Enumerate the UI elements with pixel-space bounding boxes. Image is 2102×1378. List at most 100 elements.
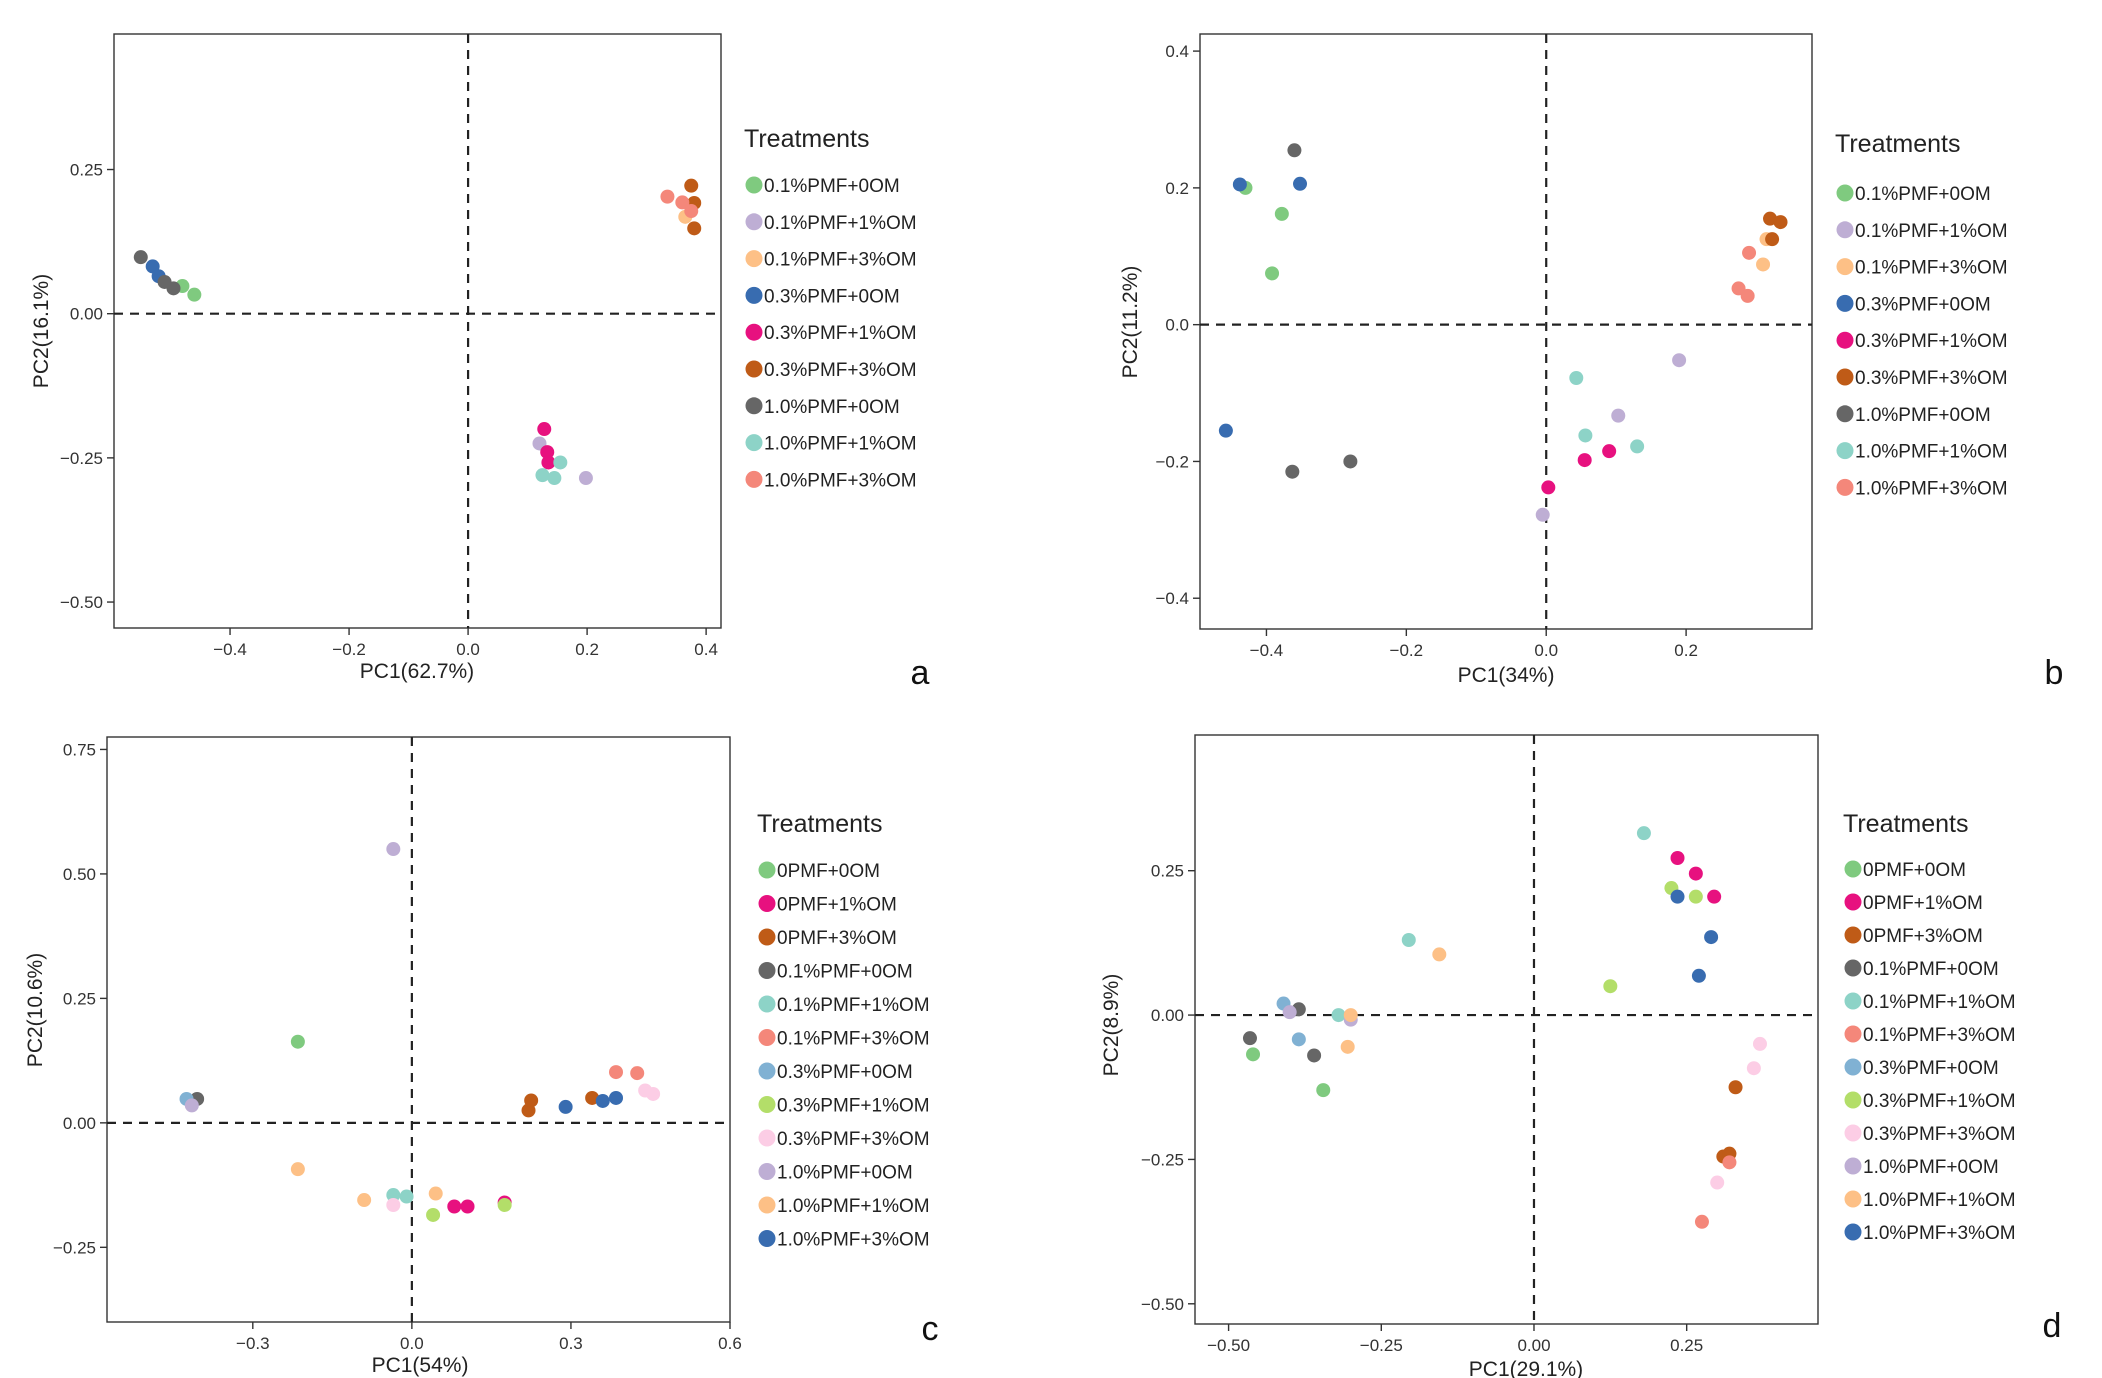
legend-key [745, 397, 763, 415]
data-point [524, 1093, 539, 1108]
legend-label: 0.1%PMF+0OM [1863, 959, 1999, 980]
y-axis-title: PC2(16.1%) [30, 274, 53, 388]
data-points [133, 178, 702, 486]
legend-key [758, 1163, 776, 1180]
data-points [179, 842, 661, 1222]
y-tick-label: 0.00 [70, 305, 103, 324]
x-tick-label: 0.00 [1517, 1336, 1550, 1355]
data-point [290, 1162, 305, 1177]
y-tick-label: 0.00 [63, 1114, 96, 1133]
legend-key [745, 250, 763, 268]
data-point [1722, 1155, 1737, 1170]
legend-label: 0.1%PMF+1%OM [1855, 221, 2008, 242]
y-ticks: −0.50 −0.25 0.00 0.25 [1141, 862, 1195, 1314]
legend-key [1836, 294, 1854, 312]
y-tick-label: −0.25 [1141, 1150, 1184, 1169]
data-point [1232, 177, 1247, 192]
y-axis-title: PC2(10.6%) [24, 953, 47, 1067]
data-point [426, 1207, 441, 1222]
data-point [578, 471, 593, 486]
plot-area [1194, 734, 1819, 1325]
legend-title: Treatments [1843, 810, 1969, 838]
data-point [1343, 1008, 1358, 1023]
data-point [386, 1198, 401, 1212]
legend-key [1844, 1223, 1862, 1241]
data-point [1293, 176, 1308, 191]
panel-label: b [2045, 654, 2064, 692]
legend-key [745, 176, 763, 194]
legend-key [1836, 258, 1854, 276]
data-point [290, 1034, 305, 1049]
legend-key [1844, 1091, 1862, 1109]
data-point [1246, 1047, 1261, 1062]
legend-key [1836, 331, 1854, 349]
legend-key [758, 928, 776, 946]
data-point [585, 1090, 600, 1105]
legend-label: 0.3%PMF+3%OM [1855, 368, 2008, 389]
data-point [541, 455, 556, 470]
legend-label: 0.3%PMF+1%OM [764, 323, 917, 344]
x-tick-label: −0.2 [1390, 641, 1424, 660]
legend-key [758, 861, 776, 879]
x-tick-label: −0.25 [1360, 1336, 1403, 1355]
y-tick-label: −0.4 [1155, 589, 1189, 608]
legend-label: 0.1%PMF+3%OM [777, 1029, 930, 1050]
x-tick-label: 0.0 [456, 640, 480, 659]
data-point [428, 1186, 443, 1201]
legend-label: 0.3%PMF+3%OM [1863, 1124, 2016, 1145]
legend-key [758, 1230, 776, 1247]
x-axis-title: PC1(62.7%) [360, 660, 474, 683]
data-point [1285, 464, 1300, 479]
x-axis-title: PC1(34%) [1458, 664, 1555, 687]
data-point [1636, 826, 1651, 841]
data-point [684, 178, 699, 193]
legend-label: 1.0%PMF+1%OM [1863, 1190, 2016, 1211]
data-point [537, 422, 552, 437]
x-tick-label: 0.2 [575, 640, 599, 659]
legend-key [745, 360, 763, 378]
panel-c: −0.3 0.0 0.3 0.6 −0.25 0.00 0.25 0.50 0.75 PC1(… [24, 736, 939, 1377]
legend-label: 0PMF+1%OM [777, 895, 897, 916]
legend-key [1844, 1157, 1862, 1175]
data-point [1577, 453, 1592, 468]
y-tick-label: 0.25 [63, 989, 96, 1008]
legend-key [745, 470, 763, 488]
legend-key [1836, 221, 1854, 239]
y-axis-title: PC2(8.9%) [1100, 974, 1123, 1077]
data-point [1773, 215, 1788, 230]
data-point [1541, 480, 1556, 495]
data-point [1265, 266, 1280, 281]
legend-label: 1.0%PMF+3%OM [777, 1230, 930, 1251]
legend-key [1836, 442, 1854, 460]
legend-key [1844, 926, 1862, 944]
data-point [1401, 932, 1416, 947]
x-axis-title: PC1(29.1%) [1469, 1358, 1583, 1378]
panel-label: d [2043, 1307, 2062, 1345]
data-point [1728, 1080, 1743, 1095]
data-point [1742, 245, 1757, 260]
legend-label: 0.3%PMF+0OM [1863, 1058, 1999, 1079]
panel-label: a [911, 654, 930, 692]
legend-key [758, 1129, 776, 1147]
data-points [1242, 826, 1767, 1229]
data-point [687, 221, 702, 236]
data-point [399, 1189, 414, 1204]
data-point [187, 287, 202, 302]
y-tick-label: −0.50 [1141, 1295, 1184, 1314]
data-point [1535, 507, 1550, 522]
data-point [660, 189, 675, 204]
x-tick-label: −0.2 [332, 640, 366, 659]
legend-label: 0.1%PMF+0OM [1855, 184, 1991, 205]
data-point [1746, 1061, 1761, 1076]
legend-label: 0.1%PMF+3%OM [1855, 258, 2008, 279]
panel-b: −0.4 −0.2 0.0 0.2 −0.4 −0.2 0.0 0.2 0.4 PC1(34%… [1119, 33, 2064, 692]
data-point [1672, 353, 1687, 368]
data-point [1670, 889, 1685, 904]
legend-label: 1.0%PMF+0OM [1863, 1157, 1999, 1178]
legend-key [1844, 1190, 1862, 1208]
legend-label: 0PMF+3%OM [1863, 926, 1983, 947]
legend-key [745, 213, 763, 231]
legend-key [745, 286, 763, 304]
data-point [1765, 232, 1780, 247]
data-point [133, 250, 148, 265]
